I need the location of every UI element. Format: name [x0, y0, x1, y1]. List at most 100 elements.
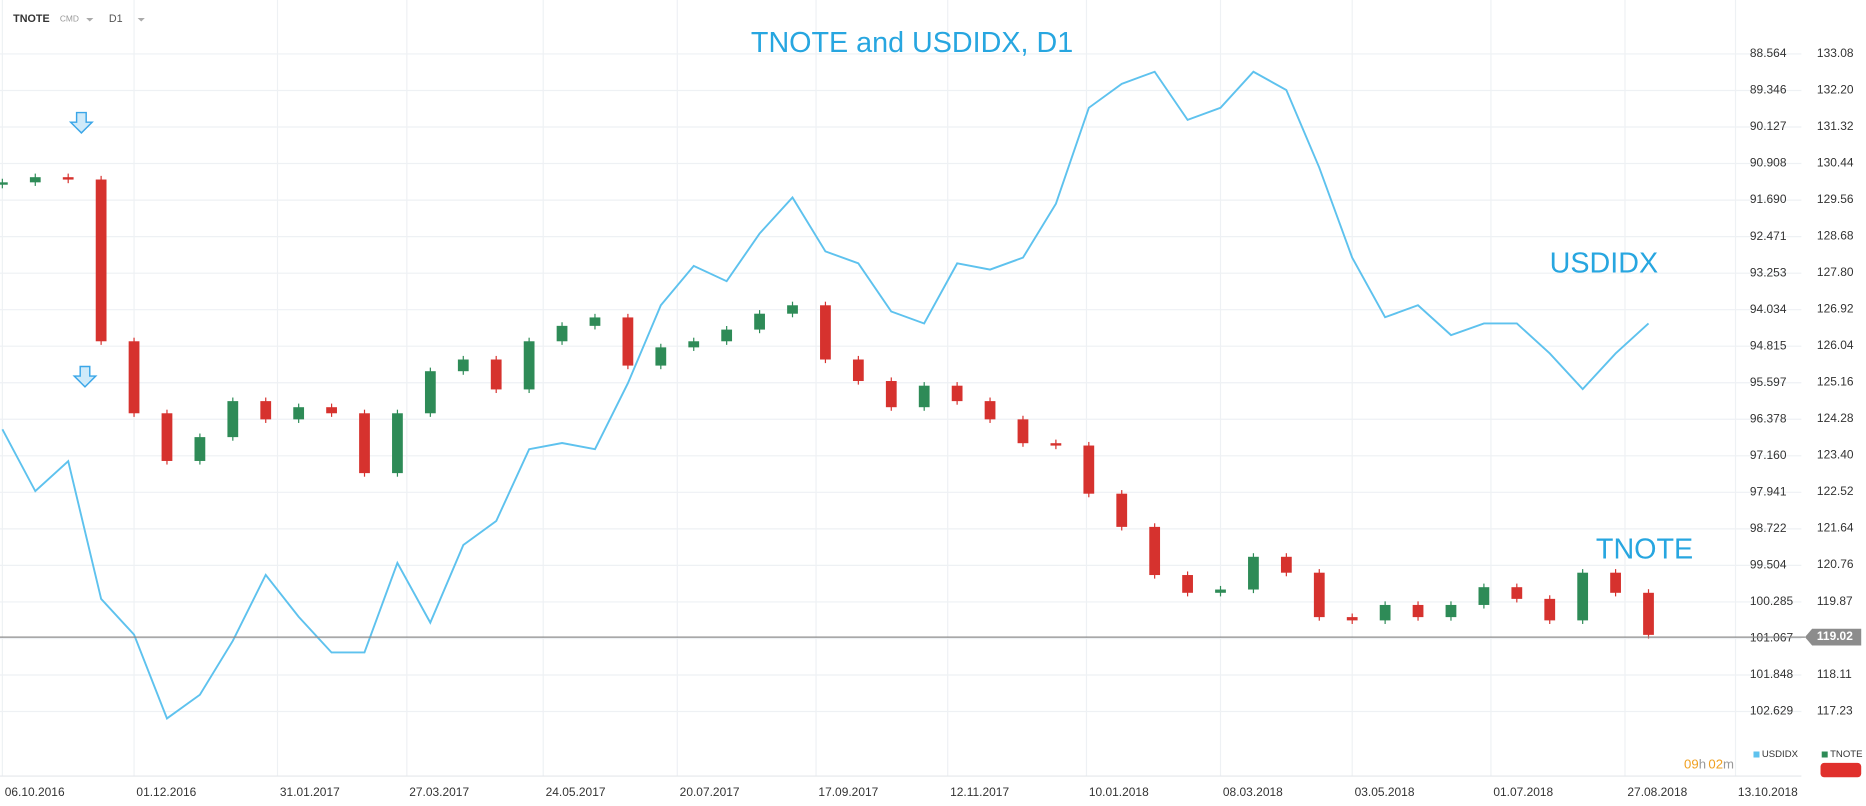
grid — [0, 0, 1802, 777]
chart-title: TNOTE and USDIDX, D1 — [751, 27, 1073, 59]
timeframe[interactable]: D1 — [109, 13, 123, 25]
y2-tick-label: 119.87 — [1817, 594, 1853, 608]
candle — [1577, 572, 1589, 621]
countdown: 09h 02m — [1684, 757, 1734, 772]
countdown-unit: m — [1723, 757, 1734, 772]
arrow — [68, 111, 94, 134]
x-tick-label: 10.01.2018 — [1089, 785, 1149, 799]
candle — [1610, 572, 1621, 593]
y-tick-label: 93.253 — [1750, 265, 1787, 279]
y-tick-label: 97.160 — [1750, 448, 1787, 462]
candle — [1116, 493, 1128, 527]
market: CMD — [60, 13, 79, 23]
candle — [885, 381, 897, 408]
y-tick-label: 94.034 — [1750, 302, 1787, 316]
candle — [984, 401, 996, 420]
candle — [161, 413, 173, 461]
candle — [1149, 526, 1161, 576]
annotation: TNOTE — [1596, 533, 1693, 565]
candle — [1445, 604, 1457, 618]
candle — [1412, 604, 1424, 618]
candle — [95, 179, 107, 342]
y-tick-label: 89.346 — [1750, 83, 1787, 97]
candle — [1544, 598, 1556, 621]
marks — [0, 70, 1654, 720]
y2-tick-label: 120.76 — [1817, 557, 1854, 571]
y-tick-label: 91.690 — [1750, 192, 1787, 206]
x-tick-label: 12.11.2017 — [950, 785, 1009, 799]
candle — [951, 385, 963, 402]
y2-tick-label: 131.32 — [1817, 119, 1854, 133]
candle — [1083, 445, 1095, 494]
candle — [589, 317, 601, 326]
dropdown-icon[interactable] — [86, 17, 94, 22]
x-tick-label: 01.12.2016 — [136, 785, 196, 799]
candle — [490, 359, 502, 390]
candle — [523, 341, 535, 390]
legend-button[interactable] — [1820, 762, 1862, 778]
y2-tick-label: 126.04 — [1817, 338, 1854, 352]
candle — [918, 385, 930, 408]
signal-arrows — [68, 111, 98, 388]
candle — [1511, 587, 1523, 599]
candle — [1379, 604, 1391, 621]
current-price-label: 119.02 — [1817, 629, 1853, 643]
y2-tick-label: 130.44 — [1817, 156, 1854, 170]
y-tick-label: 99.504 — [1750, 558, 1787, 572]
dropdown-icon[interactable] — [137, 17, 145, 22]
symbol[interactable]: TNOTE — [13, 13, 49, 25]
y2-tick-label: 123.40 — [1817, 448, 1854, 462]
y2-tick-label: 121.64 — [1817, 521, 1854, 535]
y2-tick-label: 117.23 — [1817, 704, 1853, 718]
candle — [655, 347, 667, 366]
countdown-hours: 09 — [1684, 757, 1699, 772]
candle — [1478, 587, 1490, 605]
candle — [1280, 556, 1292, 573]
y-tick-label: 98.722 — [1750, 521, 1787, 535]
y2-tick-label: 118.11 — [1817, 667, 1852, 681]
candle — [260, 401, 272, 420]
candle — [326, 407, 337, 414]
candle — [556, 325, 568, 342]
line-series — [1, 70, 1650, 720]
y2-tick-label: 132.20 — [1817, 83, 1854, 97]
y-tick-label: 94.815 — [1750, 338, 1787, 352]
arrow — [72, 365, 98, 388]
y-tick-label: 92.471 — [1750, 229, 1787, 243]
legend-swatch — [1821, 751, 1828, 758]
candle — [128, 341, 140, 414]
candle — [820, 305, 831, 360]
candle — [1313, 572, 1325, 618]
x-tick-label: 17.09.2017 — [818, 785, 878, 799]
candle — [62, 177, 74, 180]
candle — [1182, 575, 1193, 593]
candle — [293, 407, 305, 420]
y2-tick-label: 129.56 — [1817, 192, 1854, 206]
candle — [1050, 443, 1062, 446]
candle — [1017, 419, 1029, 444]
y2-tick-label: 122.52 — [1817, 484, 1854, 498]
countdown-unit: h — [1699, 757, 1706, 772]
y2-tick-label: 133.08 — [1817, 46, 1854, 60]
candle — [0, 182, 8, 185]
y2-tick-label: 125.16 — [1817, 375, 1854, 389]
y-tick-label: 101.848 — [1750, 667, 1794, 681]
candle — [1643, 592, 1654, 635]
candle — [787, 305, 798, 314]
annotation: USDIDX — [1550, 247, 1658, 279]
y-tick-label: 96.378 — [1750, 411, 1787, 425]
x-tick-label: 27.03.2017 — [409, 785, 469, 799]
x-tick-label: 03.05.2018 — [1355, 785, 1415, 799]
candle — [754, 313, 765, 330]
legend-swatch — [1753, 751, 1760, 758]
candle — [688, 341, 700, 348]
current-price-tag — [1804, 628, 1862, 646]
y-tick-label: 90.908 — [1750, 156, 1787, 170]
y2-tick-label: 126.92 — [1817, 302, 1854, 316]
candle — [194, 437, 206, 461]
candle — [227, 401, 239, 438]
y-tick-label: 88.564 — [1750, 46, 1787, 60]
y-tick-label: 90.127 — [1750, 119, 1787, 133]
y-tick-label: 95.597 — [1750, 375, 1787, 389]
